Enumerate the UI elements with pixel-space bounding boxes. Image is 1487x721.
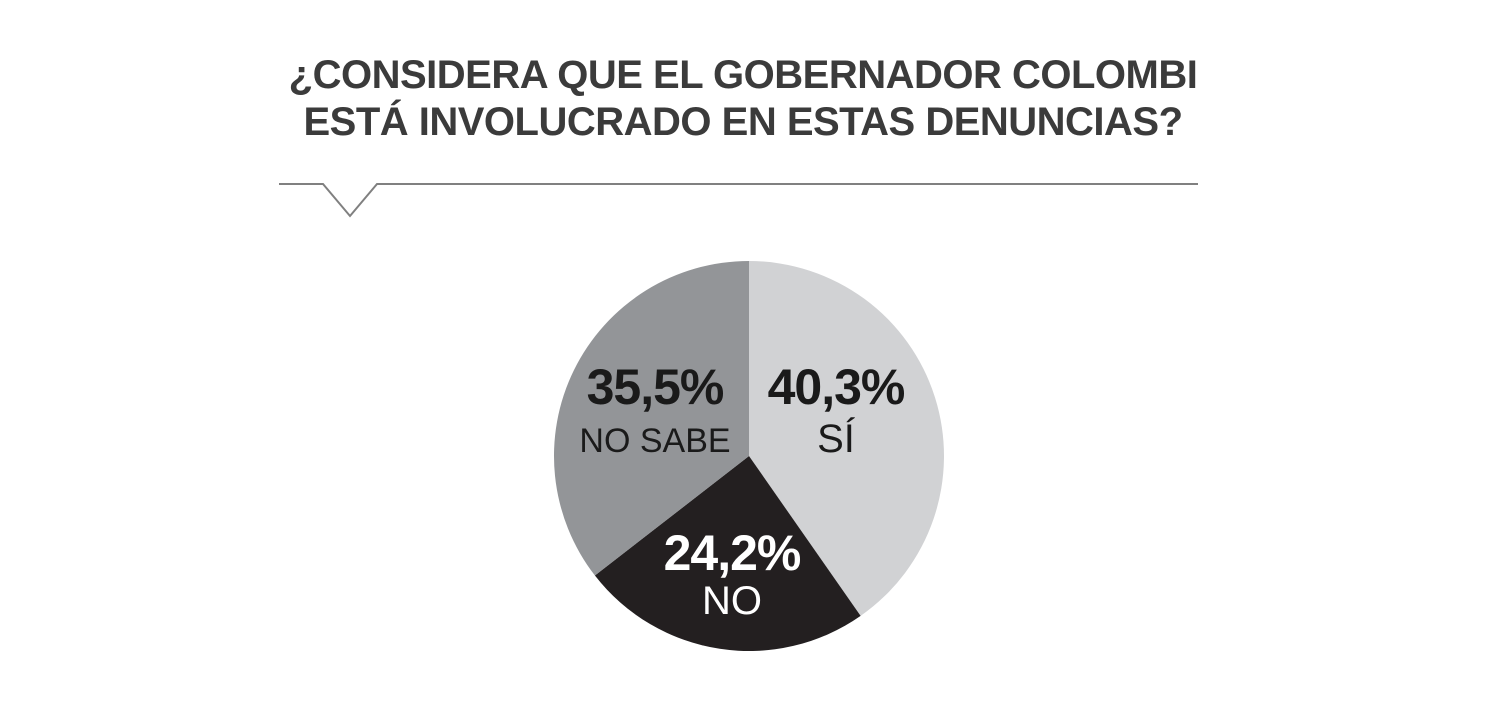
chart-title-line-2: ESTÁ INVOLUCRADO EN ESTAS DENUNCIAS?: [303, 99, 1182, 144]
slice-value-label: 40,3%: [768, 359, 905, 415]
slice-value-label: 35,5%: [587, 359, 724, 415]
title-divider: [279, 183, 1198, 218]
pie-slice-s: [749, 261, 944, 616]
slice-value-label: 24,2%: [664, 525, 801, 581]
slice-category-label: NO SABE: [579, 422, 730, 460]
slice-category-label: SÍ: [817, 416, 856, 461]
pie-slice-no: [594, 456, 861, 651]
chart-title-line-1: ¿CONSIDERA QUE EL GOBERNADOR COLOMBI: [289, 53, 1198, 97]
slice-category-label: NO: [702, 579, 762, 623]
pie-slice-no-sabe: [553, 261, 749, 576]
pie-slices: [553, 261, 944, 651]
pie-labels: 40,3%SÍ 24,2%NO 35,5% NO SABE: [579, 359, 906, 623]
